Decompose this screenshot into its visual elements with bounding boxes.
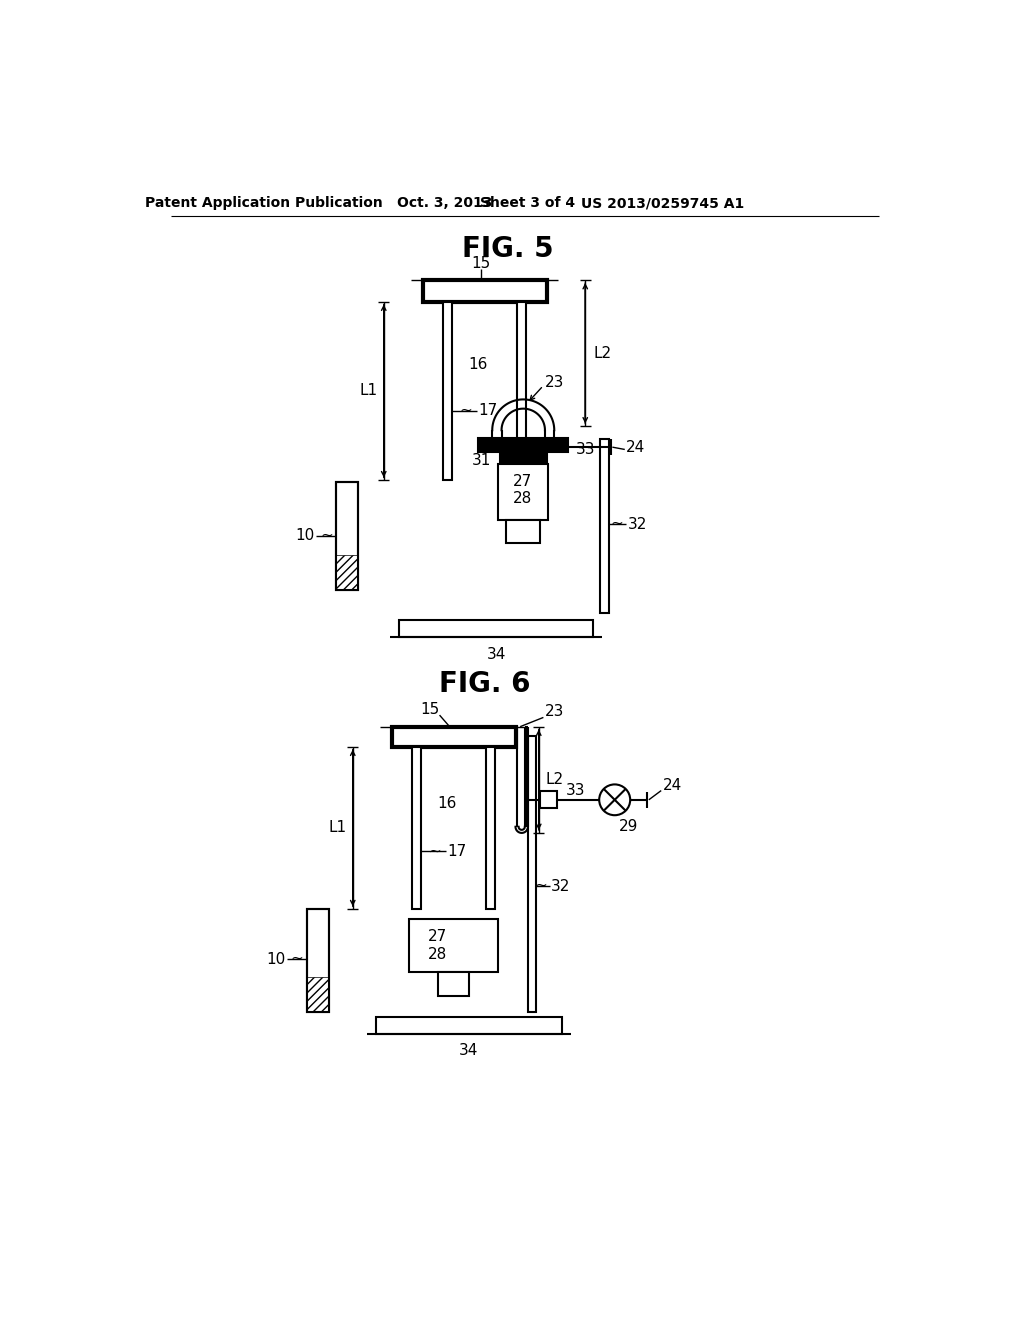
Text: 17: 17 <box>447 843 467 859</box>
Text: ~: ~ <box>460 403 472 417</box>
Bar <box>600 440 609 612</box>
Text: 29: 29 <box>618 820 638 834</box>
Text: 10: 10 <box>296 528 314 544</box>
Bar <box>438 972 469 997</box>
Text: US 2013/0259745 A1: US 2013/0259745 A1 <box>582 197 744 210</box>
Text: 28: 28 <box>512 491 531 507</box>
Text: 34: 34 <box>460 1043 478 1059</box>
Bar <box>442 302 452 480</box>
Text: Sheet 3 of 4: Sheet 3 of 4 <box>480 197 575 210</box>
Text: 16: 16 <box>437 796 457 812</box>
Text: 33: 33 <box>566 783 586 799</box>
Text: Oct. 3, 2013: Oct. 3, 2013 <box>396 197 492 210</box>
Bar <box>337 482 358 590</box>
Text: ~: ~ <box>428 843 441 858</box>
Text: L2: L2 <box>593 346 611 360</box>
Text: 32: 32 <box>628 516 647 532</box>
Circle shape <box>599 784 630 816</box>
Bar <box>423 280 547 302</box>
Text: ~: ~ <box>610 516 624 531</box>
Text: 28: 28 <box>428 946 447 962</box>
Bar <box>307 977 329 1011</box>
Text: 15: 15 <box>421 702 440 717</box>
Text: 16: 16 <box>469 358 488 372</box>
Text: L1: L1 <box>359 383 377 399</box>
Text: ~: ~ <box>321 528 333 543</box>
Text: FIG. 5: FIG. 5 <box>462 235 554 263</box>
Text: ~: ~ <box>291 950 303 966</box>
Text: ~: ~ <box>534 878 547 892</box>
Bar <box>307 909 329 1011</box>
Text: 24: 24 <box>663 779 682 793</box>
Text: 32: 32 <box>551 879 570 894</box>
Text: 23: 23 <box>545 375 564 389</box>
Bar <box>399 620 593 638</box>
Text: 31: 31 <box>471 453 490 467</box>
Bar <box>517 302 526 480</box>
Bar <box>506 520 541 543</box>
Bar <box>528 737 536 1011</box>
Bar <box>391 726 515 747</box>
Bar <box>409 919 499 972</box>
Bar <box>486 747 496 909</box>
Text: FIG. 6: FIG. 6 <box>438 671 530 698</box>
Bar <box>499 465 548 520</box>
Text: 27: 27 <box>428 928 447 944</box>
Text: 17: 17 <box>478 404 498 418</box>
Text: 33: 33 <box>575 442 595 457</box>
Text: 10: 10 <box>266 952 286 966</box>
Text: 24: 24 <box>627 440 645 454</box>
Bar <box>337 482 358 590</box>
Text: 23: 23 <box>545 704 564 719</box>
Bar <box>337 554 358 590</box>
Bar <box>376 1016 562 1034</box>
Text: Patent Application Publication: Patent Application Publication <box>144 197 383 210</box>
Bar <box>412 747 421 909</box>
Text: L2: L2 <box>545 772 563 787</box>
Text: 34: 34 <box>486 647 506 661</box>
Text: 27: 27 <box>512 474 531 488</box>
Bar <box>500 451 547 465</box>
Text: 15: 15 <box>471 256 490 271</box>
Bar <box>540 792 557 808</box>
Text: L1: L1 <box>328 821 346 836</box>
Bar <box>307 909 329 1011</box>
Bar <box>478 438 568 451</box>
